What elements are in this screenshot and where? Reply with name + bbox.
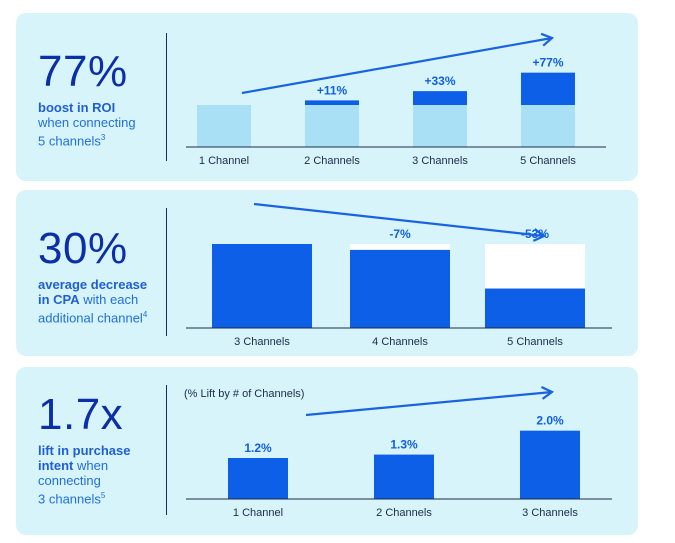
- cpa-desc-line-1: with each: [79, 292, 139, 307]
- tick-label-4: 5 Channels: [520, 155, 576, 167]
- cpa-panel: 30% average decrease in CPA with each ad…: [16, 190, 638, 356]
- roi-panel: 77% boost in ROI when connecting 5 chann…: [16, 13, 638, 181]
- bar-2: [350, 249, 450, 328]
- cpa-description: average decrease in CPA with each additi…: [38, 277, 173, 325]
- tick-label-2: 4 Channels: [372, 336, 428, 348]
- cpa-stat: 30% average decrease in CPA with each ad…: [38, 224, 173, 326]
- intent-stat: 1.7x lift in purchase intent when connec…: [38, 390, 173, 507]
- intent-desc-line-2: connecting: [38, 473, 101, 488]
- intent-desc-bold-2: intent: [38, 458, 74, 473]
- tick-label-1: 3 Channels: [234, 336, 290, 348]
- intent-footnote: 5: [100, 491, 106, 500]
- bar-2: [374, 454, 434, 499]
- roi-footnote: 3: [100, 133, 106, 142]
- data-label-2: -7%: [389, 227, 411, 241]
- data-label-1: 1.2%: [244, 441, 272, 455]
- data-label-2: +11%: [317, 83, 348, 97]
- cpa-desc-bold-1: average decrease: [38, 277, 148, 292]
- intent-divider: [166, 385, 167, 515]
- trend-arrow-head: [540, 32, 555, 47]
- trend-arrow: [253, 202, 545, 238]
- bar-1: [212, 244, 312, 328]
- bar-3: [520, 430, 580, 499]
- roi-description: boost in ROI when connecting 5 channels3: [38, 100, 173, 148]
- trend-arrow: [305, 390, 553, 417]
- cpa-footnote: 4: [142, 310, 148, 319]
- bar-lift-2: [305, 100, 359, 105]
- data-label-3: 2.0%: [536, 414, 564, 428]
- intent-desc-line-3: 3 channels: [38, 491, 101, 507]
- roi-chart: 1 Channel +11% 2 Channels +33% 3 Channels +77…: [186, 32, 606, 167]
- tick-label-3: 3 Channels: [412, 155, 468, 167]
- bar-base-1: [197, 105, 251, 147]
- trend-arrow: [241, 36, 553, 95]
- intent-desc-bold-1: lift in purchase: [38, 443, 131, 458]
- bar-lift-4: [521, 72, 575, 105]
- cpa-chart: 3 Channels-7%4 Channels-53%5 Channels: [186, 202, 612, 348]
- bar-lift-3: [413, 91, 467, 105]
- data-label-2: 1.3%: [390, 438, 418, 452]
- tick-label-3: 3 Channels: [522, 507, 578, 519]
- data-label-3: +33%: [424, 74, 455, 88]
- roi-desc-line-1: when connecting: [38, 115, 136, 130]
- tick-label-2: 2 Channels: [376, 507, 432, 519]
- tick-label-3: 5 Channels: [507, 336, 563, 348]
- intent-chart: (% Lift by # of Channels) 1.2% 1 Channel 1.…: [184, 385, 612, 519]
- trend-arrow-head: [532, 228, 547, 242]
- data-label-4: +77%: [532, 56, 563, 70]
- roi-desc-bold: boost in ROI: [38, 100, 116, 115]
- tick-label-1: 1 Channel: [233, 507, 283, 519]
- cpa-desc-line-2: additional channel: [38, 310, 143, 326]
- chart-title: (% Lift by # of Channels): [184, 388, 304, 400]
- roi-headline: 77%: [38, 47, 128, 96]
- intent-headline: 1.7x: [38, 390, 124, 439]
- roi-divider: [166, 33, 167, 161]
- bar-3: [485, 288, 585, 328]
- intent-desc-line-1: when: [73, 458, 109, 473]
- intent-panel: 1.7x lift in purchase intent when connec…: [16, 367, 638, 535]
- cpa-desc-bold-2: in CPA: [38, 292, 80, 307]
- bar-1: [228, 458, 288, 499]
- bar-base-4: [521, 105, 575, 147]
- roi-stat: 77% boost in ROI when connecting 5 chann…: [38, 47, 173, 149]
- cpa-headline: 30%: [38, 224, 128, 273]
- trend-arrow-head: [541, 385, 555, 400]
- tick-label-1: 1 Channel: [199, 155, 249, 167]
- bar-base-2: [305, 105, 359, 147]
- cpa-divider: [166, 208, 167, 336]
- tick-label-2: 2 Channels: [304, 155, 360, 167]
- bar-base-3: [413, 105, 467, 147]
- intent-description: lift in purchase intent when connecting …: [38, 443, 173, 506]
- roi-desc-line-2: 5 channels: [38, 133, 101, 149]
